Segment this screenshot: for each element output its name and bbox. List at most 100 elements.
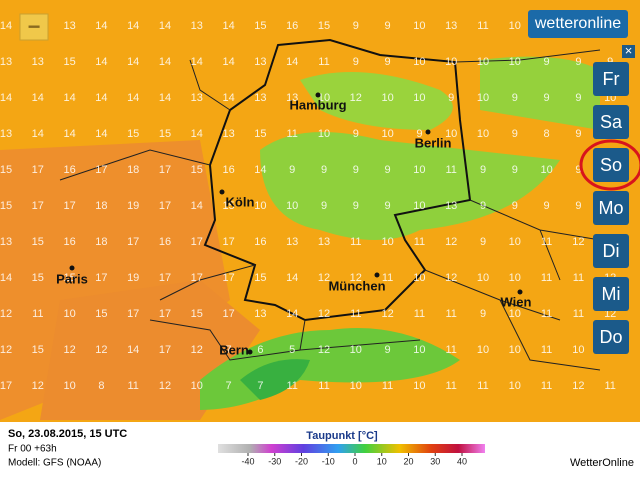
day-label[interactable]: Sa [600, 112, 623, 132]
grid-value: 14 [127, 92, 139, 104]
zoom-button-label[interactable]: − [28, 14, 41, 39]
grid-value: 14 [95, 20, 107, 32]
grid-value: 9 [512, 92, 518, 104]
grid-value: 10 [381, 92, 393, 104]
logo-box[interactable] [528, 10, 628, 38]
footer-datetime: So, 23.08.2015, 15 UTC [8, 428, 127, 440]
city-label: Bern [219, 342, 249, 357]
grid-value: 14 [191, 128, 203, 140]
grid-value: 8 [544, 128, 550, 140]
grid-value: 11 [318, 56, 329, 68]
grid-value: 14 [95, 56, 107, 68]
grid-value: 17 [127, 236, 139, 248]
grid-value: 11 [445, 308, 456, 320]
day-button[interactable] [593, 191, 629, 225]
day-button[interactable] [593, 234, 629, 268]
grid-value: 12 [191, 344, 203, 356]
day-button[interactable] [593, 277, 629, 311]
grid-value: 13 [254, 56, 266, 68]
grid-value: 11 [382, 272, 393, 284]
grid-value: 15 [32, 236, 44, 248]
grid-value: 10 [477, 92, 489, 104]
grid-value: 14 [127, 344, 139, 356]
grid-value: 13 [445, 200, 457, 212]
grid-value: 12 [63, 344, 75, 356]
legend-tick-label: 30 [430, 456, 440, 466]
grid-value: 5 [289, 344, 295, 356]
grid-value: 11 [477, 20, 488, 32]
legend-tick-label: -30 [268, 456, 281, 466]
grid-value: 10 [413, 200, 425, 212]
grid-value: 15 [254, 272, 266, 284]
close-button[interactable] [622, 45, 635, 58]
grid-value: 15 [0, 164, 12, 176]
grid-value: 12 [318, 272, 330, 284]
grid-value: 11 [32, 308, 43, 320]
grid-value: 17 [222, 308, 234, 320]
grid-value: 10 [413, 272, 425, 284]
day-label[interactable]: Mi [602, 284, 621, 304]
grid-value: 11 [445, 344, 456, 356]
grid-value: 9 [544, 200, 550, 212]
city-dot [219, 189, 225, 195]
day-label[interactable]: Di [603, 241, 620, 261]
grid-value: 13 [0, 236, 12, 248]
day-label[interactable]: Do [599, 327, 622, 347]
grid-value: 13 [191, 20, 203, 32]
grid-value: 10 [318, 128, 330, 140]
grid-value: 18 [95, 236, 107, 248]
grid-value: 9 [385, 20, 391, 32]
close-label[interactable]: × [625, 43, 633, 58]
grid-value: 10 [509, 308, 521, 320]
day-label[interactable]: Mo [598, 198, 623, 218]
grid-value: 14 [0, 20, 12, 32]
day-label[interactable]: So [600, 155, 622, 175]
grid-value: 8 [98, 380, 104, 392]
grid-value: 17 [0, 380, 12, 392]
grid-value: 10 [63, 308, 75, 320]
grid-value: 9 [512, 164, 518, 176]
grid-value: 10 [318, 92, 330, 104]
grid-value: 17 [159, 344, 171, 356]
grid-value: 10 [413, 20, 425, 32]
grid-value: 10 [477, 344, 489, 356]
grid-value: 11 [350, 236, 361, 248]
grid-value: 13 [191, 92, 203, 104]
grid-value: 11 [541, 272, 552, 284]
grid-value: 15 [159, 128, 171, 140]
city-label: Berlin [415, 135, 452, 150]
grid-value: 14 [222, 92, 234, 104]
city-dot [517, 289, 523, 295]
grid-value: 10 [509, 272, 521, 284]
grid-value: 13 [286, 92, 298, 104]
zoom-button[interactable] [19, 13, 49, 41]
grid-value: 9 [480, 164, 486, 176]
grid-value: 14 [286, 272, 298, 284]
grid-value: 9 [544, 92, 550, 104]
grid-value: 17 [95, 164, 107, 176]
legend-tick-label: -20 [295, 456, 308, 466]
grid-value: 9 [480, 236, 486, 248]
day-label[interactable]: Fr [603, 69, 620, 89]
grid-value: 10 [254, 200, 266, 212]
logo[interactable]: wetteronline [534, 15, 621, 32]
grid-value: 9 [289, 164, 295, 176]
day-button[interactable] [593, 320, 629, 354]
grid-value: 15 [63, 56, 75, 68]
day-button[interactable] [593, 105, 629, 139]
grid-value: 9 [321, 200, 327, 212]
grid-value: 15 [254, 20, 266, 32]
day-button[interactable] [593, 62, 629, 96]
grid-value: 13 [63, 20, 75, 32]
grid-value: 11 [414, 308, 425, 320]
colorbar [218, 444, 485, 453]
grid-value: 11 [541, 308, 552, 320]
grid-value: 11 [414, 236, 425, 248]
day-button[interactable] [593, 148, 629, 182]
grid-value: 13 [286, 236, 298, 248]
grid-value: 15 [254, 128, 266, 140]
grid-value: 10 [413, 344, 425, 356]
grid-value: 11 [350, 308, 361, 320]
grid-value: 10 [381, 236, 393, 248]
grid-value: 9 [575, 200, 581, 212]
